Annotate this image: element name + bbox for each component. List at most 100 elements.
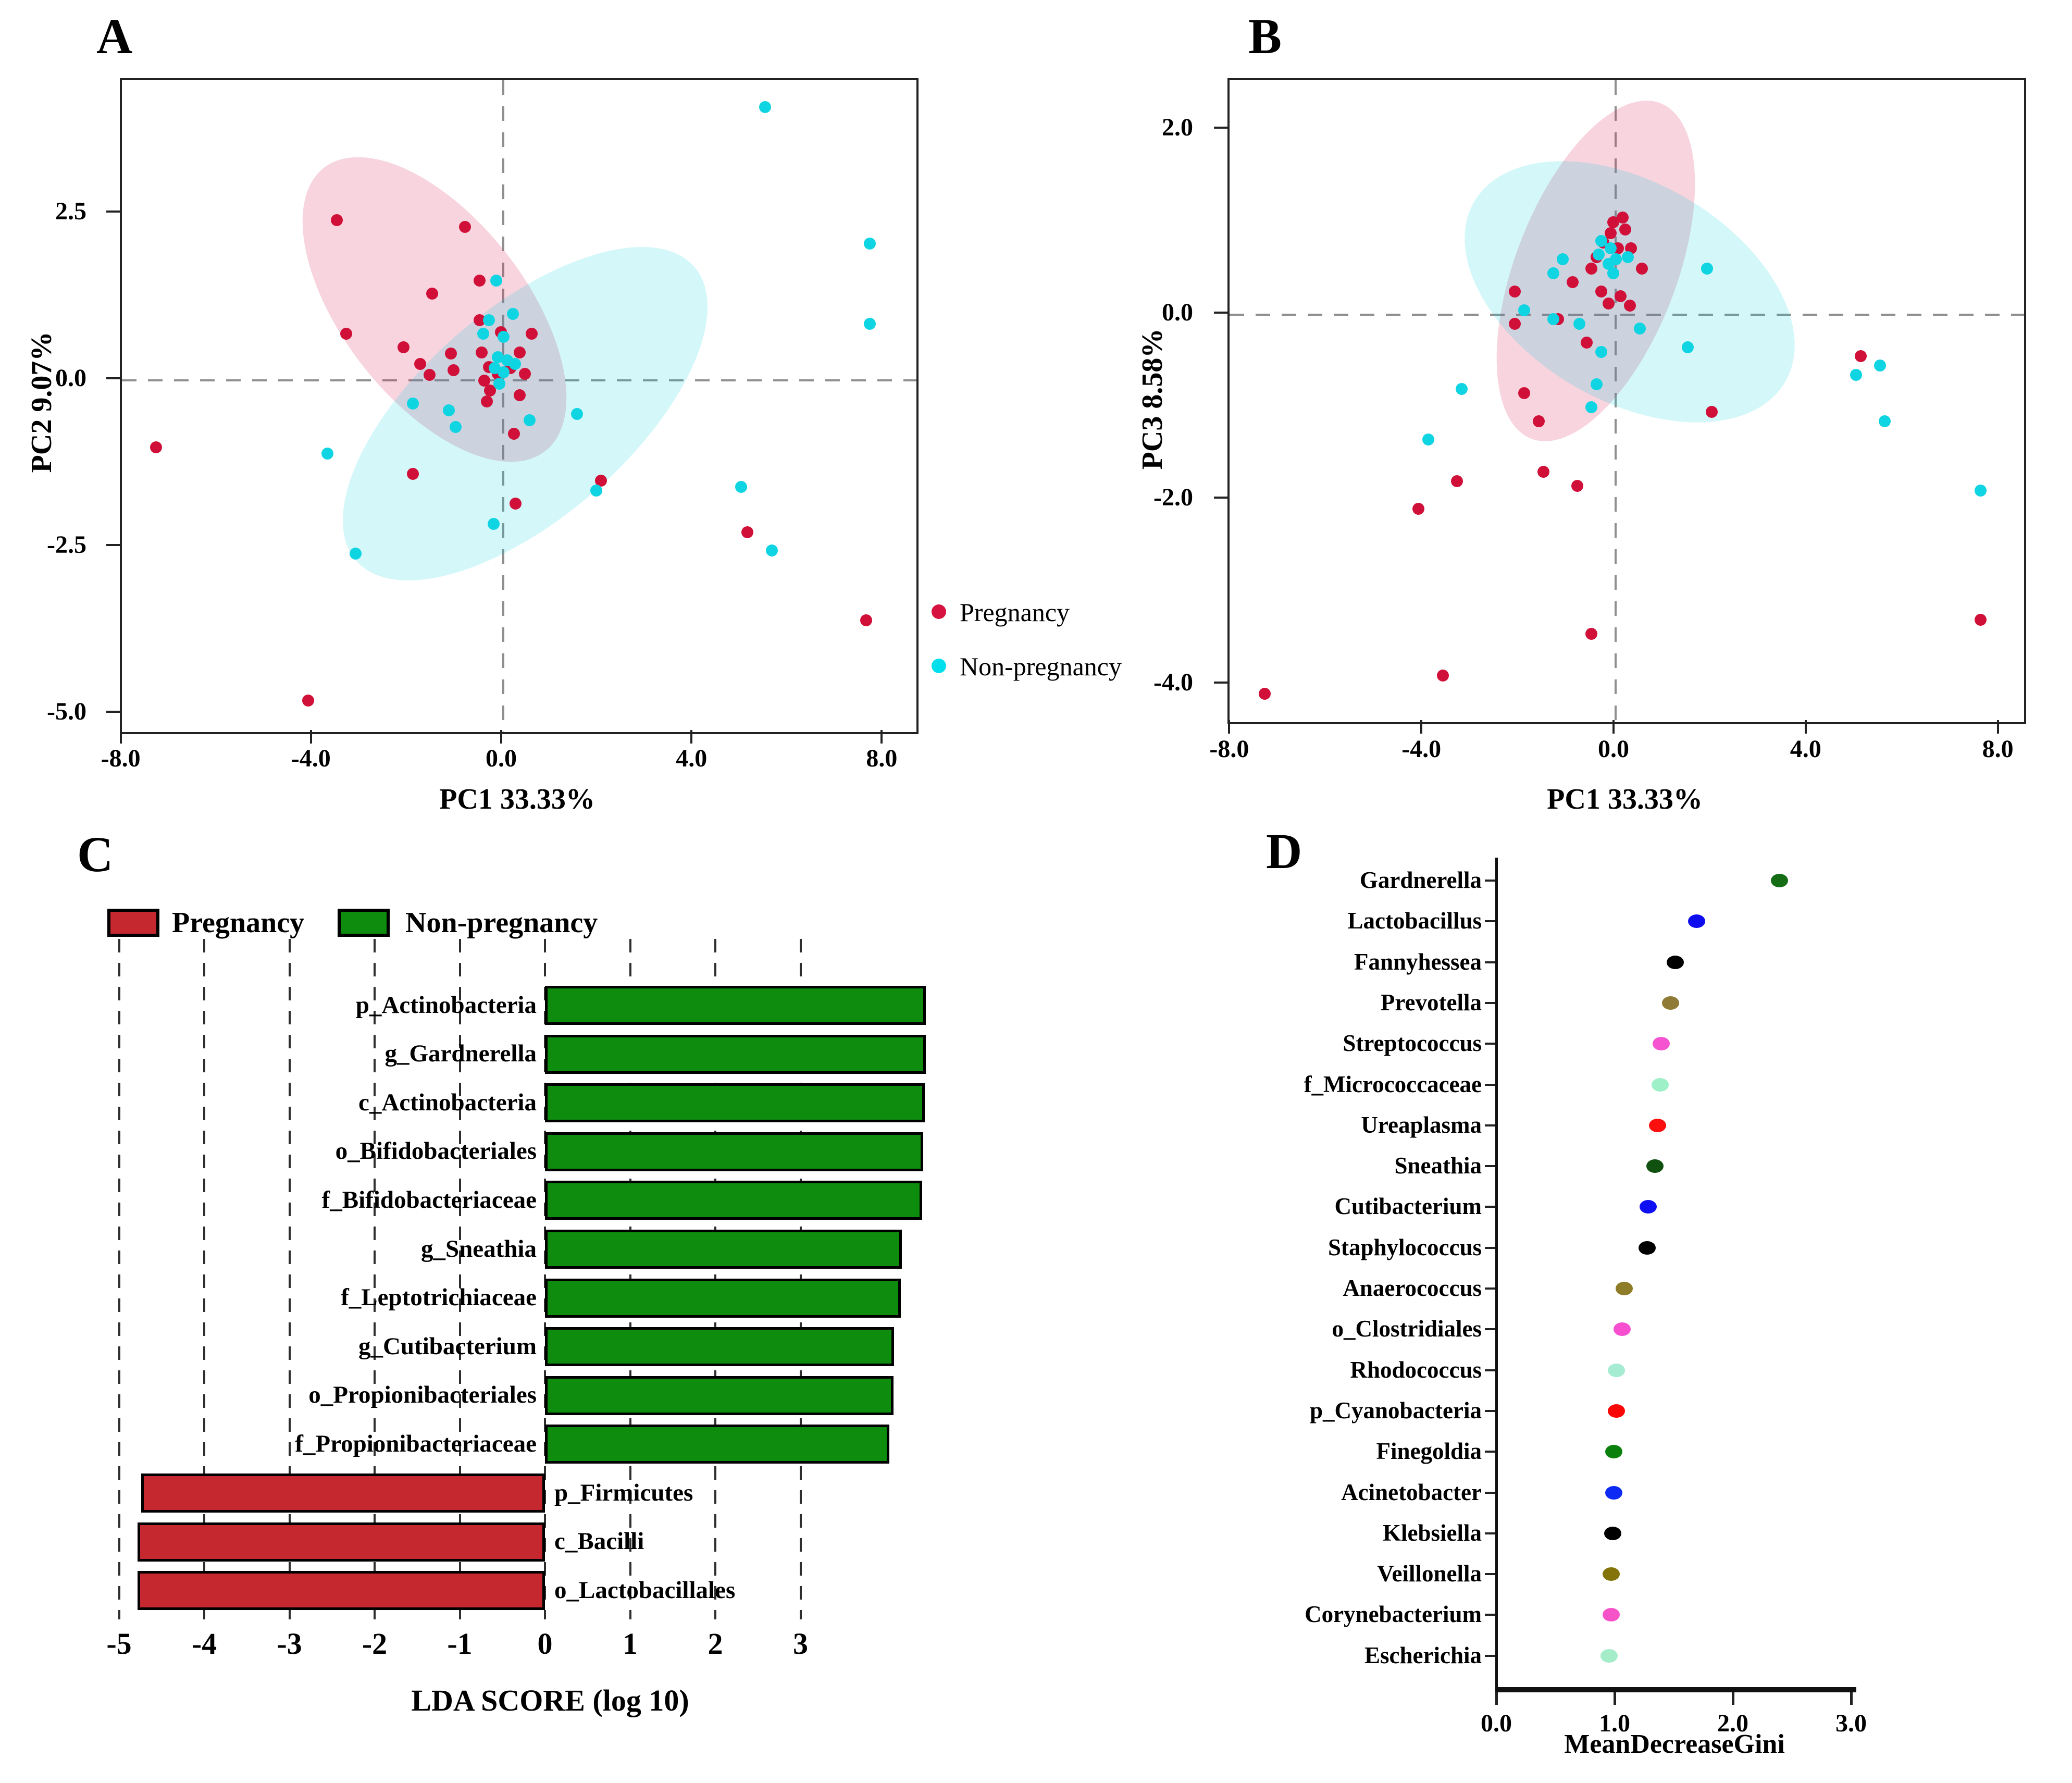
pregnancy-data-point	[1617, 212, 1629, 224]
panel-b-y-axis-title: PC3 8.58%	[1136, 328, 1169, 470]
pregnancy-swatch-icon	[107, 909, 159, 937]
non-pregnancy-data-point	[1874, 360, 1886, 372]
lda-bar-label: o_Propionibacteriales	[308, 1381, 537, 1409]
gini-y-tick-mark	[1485, 1083, 1495, 1086]
gini-dot-ureaplasma	[1648, 1118, 1666, 1132]
pregnancy-data-point	[426, 288, 438, 300]
x-tick-mark	[500, 730, 502, 744]
gini-x-tick-label: 2.0	[1717, 1710, 1748, 1737]
gini-y-tick-mark	[1485, 1654, 1495, 1657]
gini-x-tick-mark	[1732, 1692, 1734, 1705]
gini-y-tick-mark	[1485, 1573, 1495, 1576]
pregnancy-data-point	[340, 327, 353, 340]
gini-category-label: Prevotella	[1380, 989, 1482, 1016]
x-tick-mark	[1612, 720, 1615, 734]
non-pregnancy-data-point	[1573, 318, 1586, 330]
x-tick-mark	[690, 730, 693, 744]
gini-dot-escherichia	[1600, 1649, 1618, 1663]
panel-d-x-axis-title: MeanDecreaseGini	[1564, 1729, 1785, 1759]
pregnancy-data-point	[1436, 669, 1449, 682]
non-pregnancy-data-point	[509, 357, 522, 370]
lda-x-tick-label: -5	[106, 1627, 132, 1661]
y-tick-label: 0.0	[1162, 299, 1193, 326]
lda-bar-p_actinobacteria	[545, 986, 926, 1025]
pregnancy-data-point	[1585, 627, 1598, 640]
non-pregnancy-data-point	[1607, 267, 1619, 279]
pregnancy-data-point	[514, 346, 526, 358]
non-pregnancy-data-point	[1585, 401, 1598, 413]
lda-x-tick-label: -1	[447, 1627, 473, 1661]
x-tick-label: -4.0	[291, 745, 331, 772]
non-pregnancy-data-point	[863, 317, 876, 330]
non-pregnancy-data-point	[590, 484, 602, 497]
non-pregnancy-data-point	[488, 517, 500, 530]
pregnancy-data-point	[526, 327, 538, 340]
non-pregnancy-data-point	[1422, 434, 1434, 446]
gini-y-tick-mark	[1485, 1206, 1495, 1208]
lda-bar-f_bifidobacteriaceae	[545, 1181, 923, 1220]
non-pregnancy-data-point	[1518, 304, 1531, 316]
pregnancy-data-point	[302, 694, 315, 707]
pregnancy-data-point	[473, 274, 486, 287]
y-tick-mark	[106, 211, 120, 213]
non-pregnancy-data-point	[477, 327, 490, 340]
pregnancy-data-point	[478, 374, 490, 387]
non-pregnancy-data-point	[489, 362, 501, 375]
gini-y-tick-mark	[1485, 1001, 1495, 1004]
non-pregnancy-data-point	[863, 238, 876, 250]
non-pregnancy-data-point	[1609, 253, 1622, 265]
x-tick-label: -8.0	[101, 745, 141, 772]
panel-d-x-axis	[1495, 1687, 1856, 1692]
non-pregnancy-data-point	[483, 314, 495, 327]
non-pregnancy-data-point	[1557, 253, 1569, 265]
pregnancy-data-point	[1705, 405, 1718, 418]
lda-bar-label: g_Cutibacterium	[358, 1332, 537, 1360]
gini-y-tick-mark	[1485, 1043, 1495, 1045]
x-tick-label: 0.0	[1598, 735, 1629, 763]
lda-x-tick-label: 0	[537, 1627, 553, 1661]
x-tick-mark	[309, 730, 312, 744]
y-tick-mark	[106, 377, 120, 379]
panel-b-plot-area	[1227, 78, 2026, 724]
lda-bar-label: g_Gardnerella	[384, 1040, 537, 1068]
lda-gridline	[118, 939, 120, 1619]
panel-b-letter: B	[1248, 8, 1282, 64]
y-tick-label: -2.5	[47, 531, 86, 559]
y-tick-mark	[106, 544, 120, 546]
y-tick-label: -2.0	[1153, 484, 1193, 511]
lda-x-tick-label: -4	[191, 1627, 217, 1661]
non-pregnancy-data-point	[1701, 262, 1713, 275]
pregnancy-legend-dot-icon	[932, 604, 946, 619]
x-tick-mark	[880, 730, 883, 744]
non-pregnancy-data-point	[571, 407, 583, 420]
gini-dot-fannyhessea	[1667, 955, 1684, 969]
panel-a-y-axis-title: PC2 9.07%	[26, 331, 58, 473]
pregnancy-data-point	[1602, 298, 1615, 310]
lda-pregnancy-label: Pregnancy	[172, 907, 305, 939]
gini-x-tick-label: 1.0	[1599, 1710, 1630, 1737]
gini-category-label: f_Micrococcaceae	[1304, 1071, 1482, 1097]
y-tick-label: 2.0	[1162, 114, 1193, 141]
pregnancy-data-point	[397, 341, 410, 353]
lda-bar-o_lactobacillales	[138, 1571, 545, 1611]
x-tick-label: 0.0	[486, 745, 517, 772]
gini-category-label: Acinetobacter	[1341, 1479, 1482, 1505]
gini-y-tick-mark	[1485, 1451, 1495, 1453]
lda-bar-label: p_Actinobacteria	[355, 991, 537, 1019]
non-pregnancy-data-point	[1681, 341, 1694, 353]
lda-x-tick-label: 1	[623, 1627, 638, 1661]
pregnancy-data-point	[1619, 224, 1631, 236]
non-pregnancy-data-point	[759, 101, 771, 113]
gini-dot-f_micrococcaceae	[1651, 1078, 1669, 1092]
panel-c-letter: C	[77, 826, 114, 882]
pregnancy-data-point	[1259, 688, 1271, 700]
lda-bar-label: p_Firmicutes	[554, 1479, 693, 1506]
non-pregnancy-data-point	[1590, 378, 1603, 390]
gini-category-label: Veillonella	[1377, 1561, 1482, 1587]
panel-c-x-axis-title: LDA SCORE (log 10)	[411, 1683, 689, 1717]
panel-a-x-axis-title: PC1 33.33%	[439, 783, 595, 815]
pregnancy-data-point	[476, 346, 488, 358]
pregnancy-data-point	[414, 357, 426, 370]
non-pregnancy-data-point	[735, 481, 747, 493]
gini-category-label: Sneathia	[1394, 1153, 1482, 1179]
